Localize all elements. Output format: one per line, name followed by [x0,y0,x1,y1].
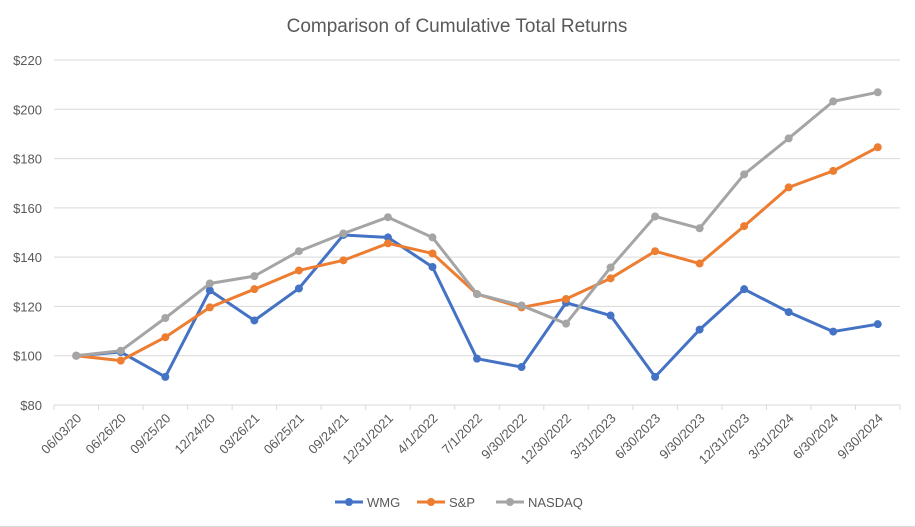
y-tick-label: $220 [13,53,42,68]
data-point [873,143,882,152]
x-tick-label: 06/26/20 [83,411,129,457]
y-tick-label: $180 [13,152,42,167]
data-point [651,247,660,256]
data-point [695,224,704,233]
x-tick-label: 09/25/20 [127,411,173,457]
x-tick-label: 3/31/2024 [745,411,797,463]
chart-title: Comparison of Cumulative Total Returns [287,16,628,37]
data-point [250,272,259,281]
data-point [606,311,615,320]
y-tick-label: $140 [13,250,42,265]
legend-label: WMG [367,495,400,510]
data-point [428,249,437,258]
data-point [473,290,481,299]
data-point [517,301,526,310]
data-point [873,88,882,97]
data-point [517,363,526,372]
data-point [294,247,303,256]
data-point [695,259,704,268]
data-point [829,97,838,106]
data-point [250,316,259,325]
data-point [205,303,214,312]
legend-marker [427,498,435,506]
data-point [250,285,259,294]
data-point [116,346,125,355]
y-tick-label: $80 [20,398,42,413]
x-tick-label: 12/24/20 [172,411,218,457]
data-point [562,295,571,304]
data-point [339,256,348,265]
data-point [383,213,392,222]
x-tick-label: 6/30/2024 [790,411,842,463]
data-point [873,320,882,329]
data-point [829,166,838,175]
data-point [784,183,793,192]
y-tick-label: $100 [13,349,42,364]
y-tick-label: $200 [13,102,42,117]
x-tick-label: 7/1/2022 [439,411,485,457]
data-point [339,229,348,238]
legend-label: NASDAQ [528,495,583,510]
data-point [205,286,214,295]
x-tick-label: 6/30/2023 [612,411,664,463]
x-tick-label: 3/31/2023 [567,411,619,463]
data-point [205,279,214,288]
x-tick-label: 9/30/2024 [834,411,886,463]
data-point [383,239,392,248]
data-point [294,284,303,293]
data-point [428,263,437,271]
data-point [740,170,749,179]
data-point [562,319,571,328]
data-point [784,134,793,143]
legend-marker [506,498,514,506]
data-point [606,274,615,283]
data-point [651,212,660,221]
data-point [606,263,615,272]
x-tick-label: 06/03/20 [38,411,84,457]
x-tick-label: 09/24/21 [305,411,351,457]
data-point [473,354,481,363]
data-point [740,285,749,294]
y-tick-label: $160 [13,201,42,216]
legend-marker [345,498,353,506]
data-point [72,351,81,360]
data-point [829,327,838,336]
series-line-sp [76,145,879,363]
data-point [784,308,793,317]
legend-label: S&P [449,495,475,510]
x-tick-label: 03/26/21 [216,411,262,457]
data-point [161,333,170,342]
y-tick-label: $120 [13,299,42,314]
data-point [428,233,437,242]
data-point [161,314,170,323]
data-point [161,372,170,381]
x-tick-label: 06/25/21 [261,411,307,457]
data-point [651,372,660,381]
data-point [383,233,392,242]
data-point [116,356,125,365]
x-tick-label: 4/1/2022 [394,411,440,457]
data-point [695,325,704,334]
data-point [740,222,749,231]
data-point [294,266,303,275]
